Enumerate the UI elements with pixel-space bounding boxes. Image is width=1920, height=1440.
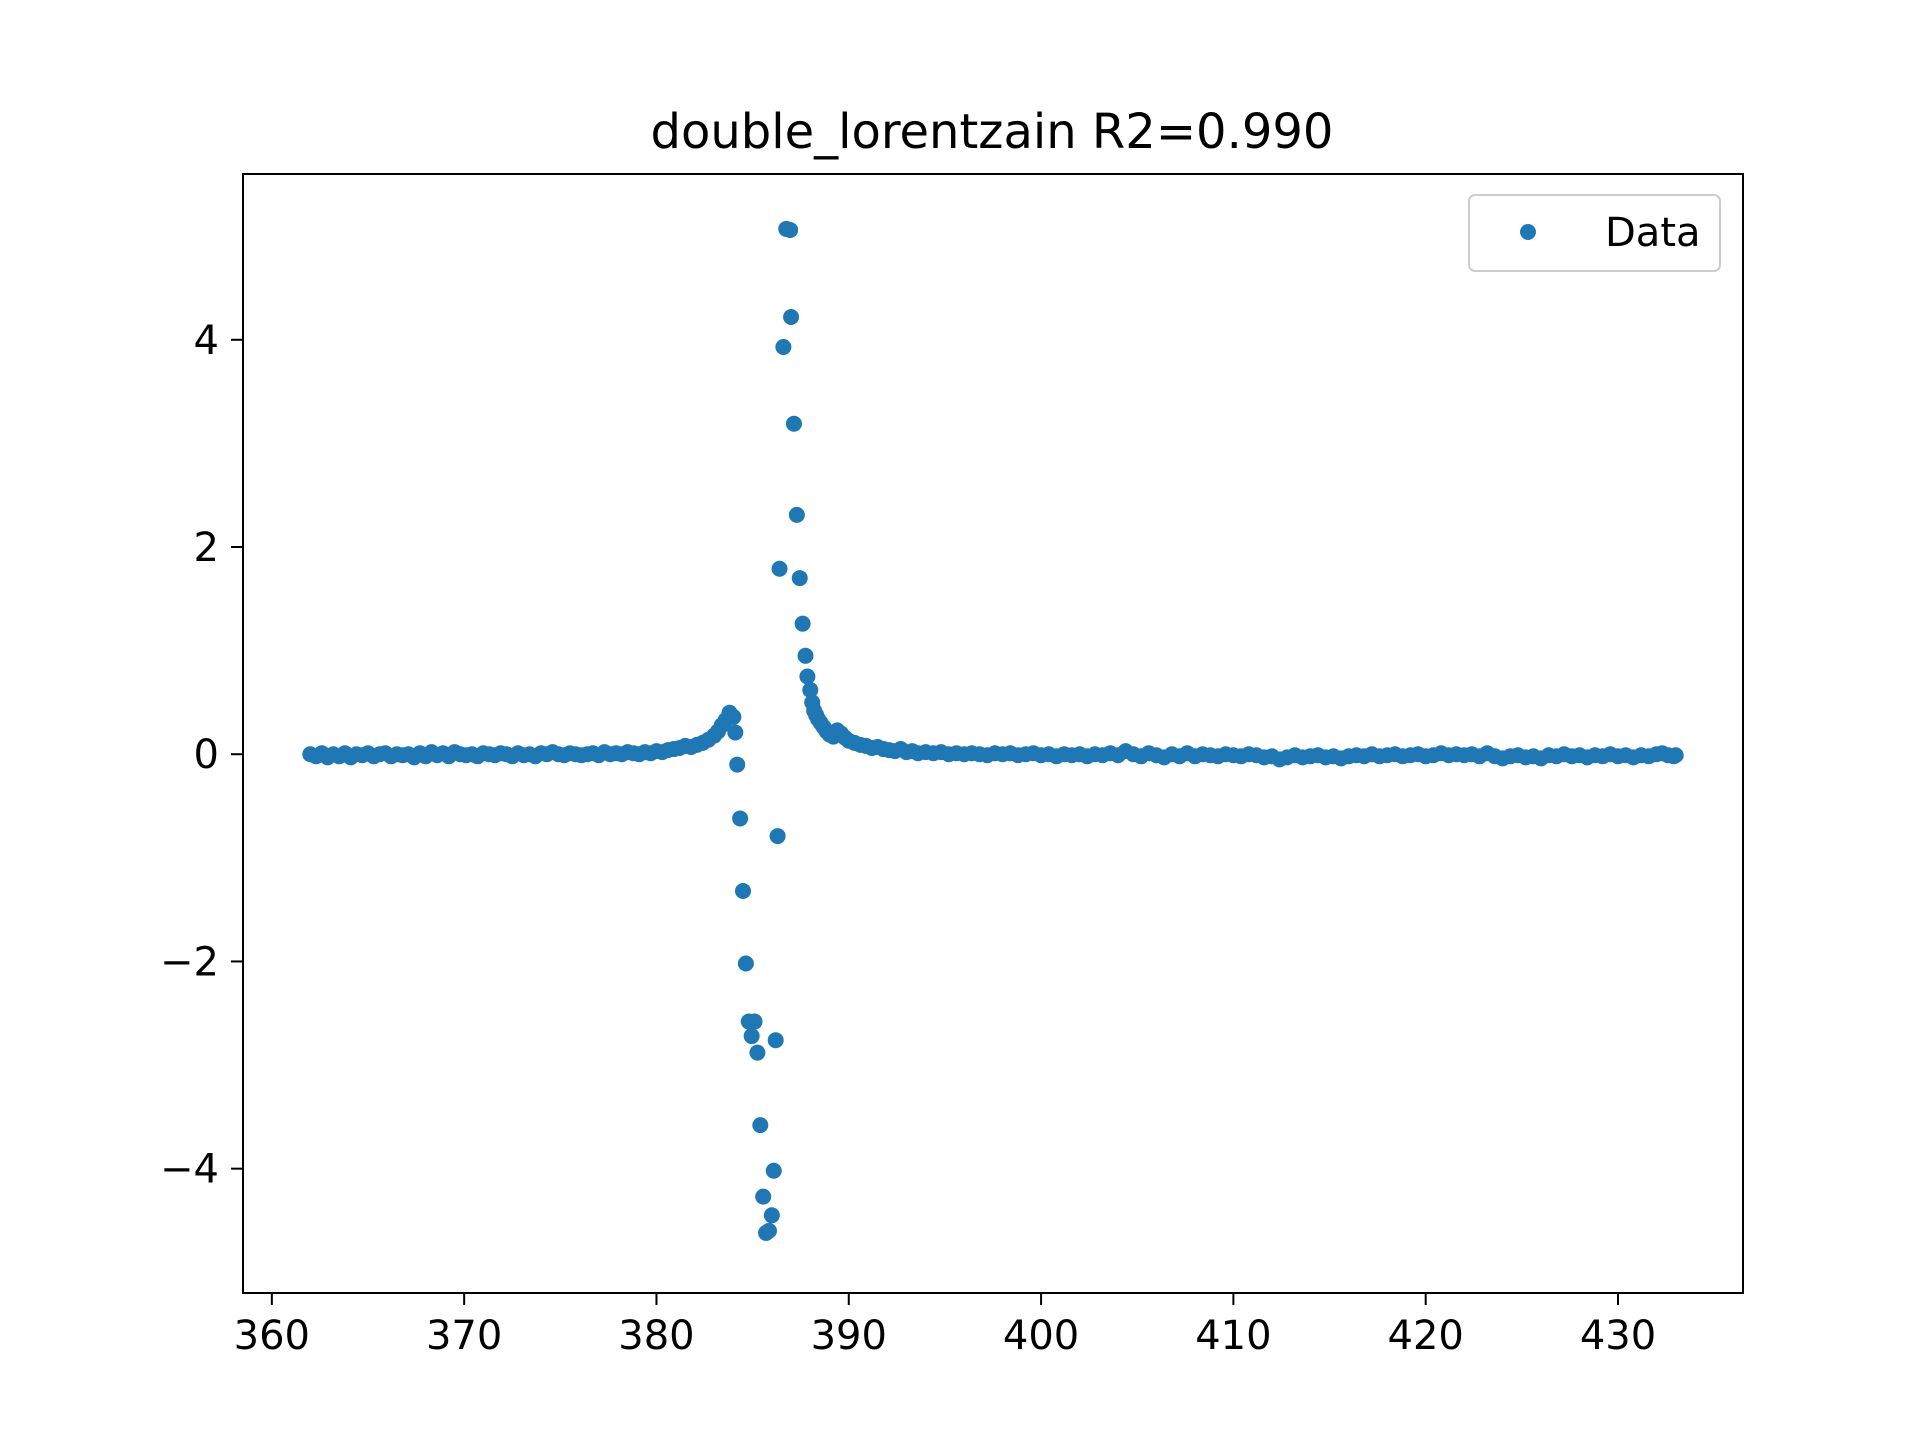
- data-point: [788, 506, 805, 523]
- x-tick-label: 430: [1580, 1313, 1656, 1359]
- data-point: [725, 708, 742, 725]
- data-point: [791, 570, 808, 587]
- data-points: [302, 220, 1684, 1241]
- data-point: [735, 882, 751, 899]
- data-point: [1667, 747, 1684, 764]
- x-tick-label: 410: [1195, 1313, 1271, 1359]
- legend-box: [1468, 194, 1721, 272]
- x-tick-label: 400: [1003, 1313, 1079, 1359]
- data-point: [732, 810, 749, 827]
- y-tick-label: 2: [194, 525, 219, 571]
- data-point: [771, 560, 788, 577]
- data-point: [797, 647, 814, 664]
- legend: Data: [1468, 194, 1721, 272]
- data-point: [794, 615, 811, 632]
- legend-label: Data: [1605, 210, 1701, 256]
- data-point: [782, 221, 799, 238]
- data-point: [769, 828, 786, 845]
- data-point: [749, 1044, 766, 1061]
- data-point: [763, 1207, 780, 1224]
- x-axis: 360 370 380 390 400 410 420 430: [234, 1293, 1656, 1359]
- data-point: [775, 339, 792, 356]
- y-tick-label: 4: [194, 318, 219, 364]
- y-tick-label: −2: [160, 939, 219, 985]
- x-tick-label: 380: [618, 1313, 694, 1359]
- y-tick-label: −4: [160, 1147, 219, 1193]
- data-point: [802, 681, 819, 698]
- data-point: [743, 1028, 760, 1045]
- chart-title: double_lorentzain R2=0.990: [651, 104, 1334, 160]
- data-point: [752, 1117, 769, 1134]
- x-tick-label: 390: [811, 1313, 887, 1359]
- data-point: [765, 1162, 782, 1179]
- data-point: [760, 1222, 777, 1239]
- data-point: [729, 756, 746, 773]
- legend-marker: [1520, 224, 1536, 240]
- data-point: [755, 1188, 772, 1205]
- data-point: [746, 1013, 763, 1030]
- x-tick-label: 420: [1388, 1313, 1464, 1359]
- data-point: [767, 1032, 784, 1049]
- data-point: [727, 724, 744, 741]
- data-point: [799, 668, 816, 685]
- x-tick-label: 370: [426, 1313, 502, 1359]
- y-axis: −4 −2 0 2 4: [160, 318, 243, 1193]
- data-point: [785, 415, 802, 432]
- data-point: [737, 955, 754, 972]
- plot-frame: [242, 173, 1744, 1294]
- x-tick-label: 360: [234, 1313, 310, 1359]
- y-tick-label: 0: [194, 732, 219, 778]
- data-point: [783, 308, 800, 325]
